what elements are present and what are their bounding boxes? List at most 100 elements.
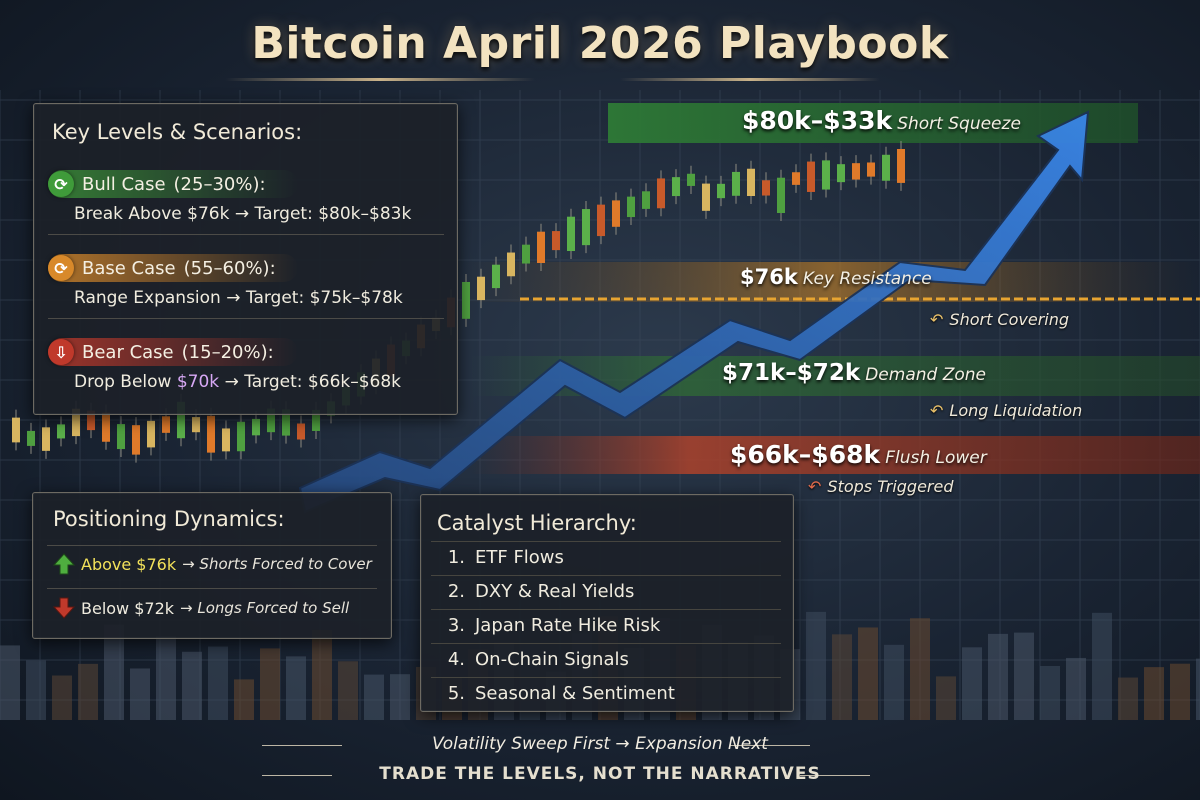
candle [177,401,185,439]
positioning-result-above: → Shorts Forced to Cover [182,555,372,573]
candle [852,163,860,180]
candle [537,231,545,264]
divider [47,588,377,589]
key-levels-panel: Key Levels & Scenarios: ⟳ Bull Case (25–… [33,103,458,415]
base-case-name: Base Case [82,257,176,279]
footer-rule [730,745,810,746]
volume-bar [1014,632,1034,720]
stops-triggered-note: ↶ Stops Triggered [808,477,954,496]
positioning-title: Positioning Dynamics: [53,507,285,531]
volume-bar [78,663,98,720]
candle [687,173,695,186]
candle [57,424,65,439]
candle [642,191,650,209]
bull-case-name: Bull Case [82,173,166,195]
volume-bar [130,668,150,720]
flush-lower-price: $66k–$68k [730,440,881,469]
candle [477,276,485,301]
candle [732,171,740,196]
candle [297,423,305,440]
candle [747,168,755,197]
volume-bar [988,633,1008,720]
catalyst-label: On-Chain Signals [475,649,629,670]
candle [672,177,680,197]
positioning-level-above: Above $76k [81,554,177,574]
candle [897,148,905,183]
divider [48,234,444,235]
catalyst-label: ETF Flows [475,547,564,568]
candle [42,427,50,451]
short-squeeze-price: $80k–$33k [742,106,893,135]
volume-bar [208,646,228,720]
volume-bar [182,651,202,720]
short-covering-text: Short Covering [949,310,1070,329]
footer-rule [262,745,342,746]
volume-bar [1144,667,1164,720]
title-underline-right [620,78,880,81]
positioning-panel: Positioning Dynamics: Above $76k → Short… [32,492,392,639]
catalyst-item: 3. Japan Rate Hike Risk [431,609,781,642]
volume-bar [1040,665,1060,720]
demand-zone-text: Demand Zone [865,365,986,385]
candle [192,417,200,433]
catalyst-label: DXY & Real Yields [475,581,635,602]
divider [47,545,377,546]
curved-arrow-icon: ↶ [808,477,822,496]
candle [312,409,320,431]
candle [462,281,470,319]
volume-bar [806,611,826,720]
volume-bar [0,645,20,720]
base-case-trigger: Range Expansion [74,288,221,308]
footer-tagline: Volatility Sweep First → Expansion Next [432,734,768,754]
candle [612,200,620,227]
positioning-result-below: → Longs Forced to Sell [180,599,350,617]
demand-zone-label: $71k–$72k Demand Zone [722,360,986,386]
catalyst-number: 4. [447,649,465,670]
candle [12,417,20,443]
candle [567,216,575,252]
long-liquidation-note: ↶ Long Liquidation [930,401,1082,420]
candle [492,264,500,289]
candle [147,420,155,448]
catalyst-title: Catalyst Hierarchy: [437,511,637,535]
bear-case: ⇩ Bear Case (15–20%): Drop Below $70k → … [48,336,444,392]
down-arrow-circle-icon: ⇩ [48,339,74,365]
volume-bar [832,634,852,720]
candle [267,408,275,433]
candle [222,428,230,452]
curved-arrow-icon: ↶ [930,310,944,329]
candle [102,412,110,442]
volume-bar [910,618,930,720]
volume-bar [312,629,332,720]
candle [717,183,725,199]
volume-bar [364,674,384,720]
short-squeeze-text: Short Squeeze [897,114,1021,134]
footer-rule [262,775,332,776]
bull-case-trigger: Break Above $76k [74,204,230,224]
curved-arrow-icon: ↶ [930,401,944,420]
volume-bar [104,624,124,720]
volume-bar [338,661,358,720]
candle [882,154,890,181]
candle [627,196,635,218]
volume-bar [858,627,878,720]
candle [87,410,95,431]
candle [252,418,260,436]
bull-case-detail: Break Above $76k → Target: $80k–$83k [74,204,444,224]
catalyst-label: Seasonal & Sentiment [475,683,675,704]
sideways-arrow-circle-icon: ⟳ [48,255,74,281]
base-case-probability: (55–60%): [183,257,276,279]
volume-bar [936,676,956,720]
demand-zone-price: $71k–$72k [722,360,861,386]
bull-case-target: → Target: $80k–$83k [234,204,412,224]
candle [657,178,665,209]
volume-bar [260,648,280,720]
catalyst-label: Japan Rate Hike Risk [475,615,661,636]
candle [162,416,170,433]
short-covering-note: ↶ Short Covering [930,310,1069,329]
up-arrow-circle-icon: ⟳ [48,171,74,197]
footer-motto: TRADE THE LEVELS, NOT THE NARRATIVES [379,764,821,784]
key-resistance-text: Key Resistance [802,269,932,289]
candle [702,183,710,211]
flush-lower-text: Flush Lower [885,448,987,468]
